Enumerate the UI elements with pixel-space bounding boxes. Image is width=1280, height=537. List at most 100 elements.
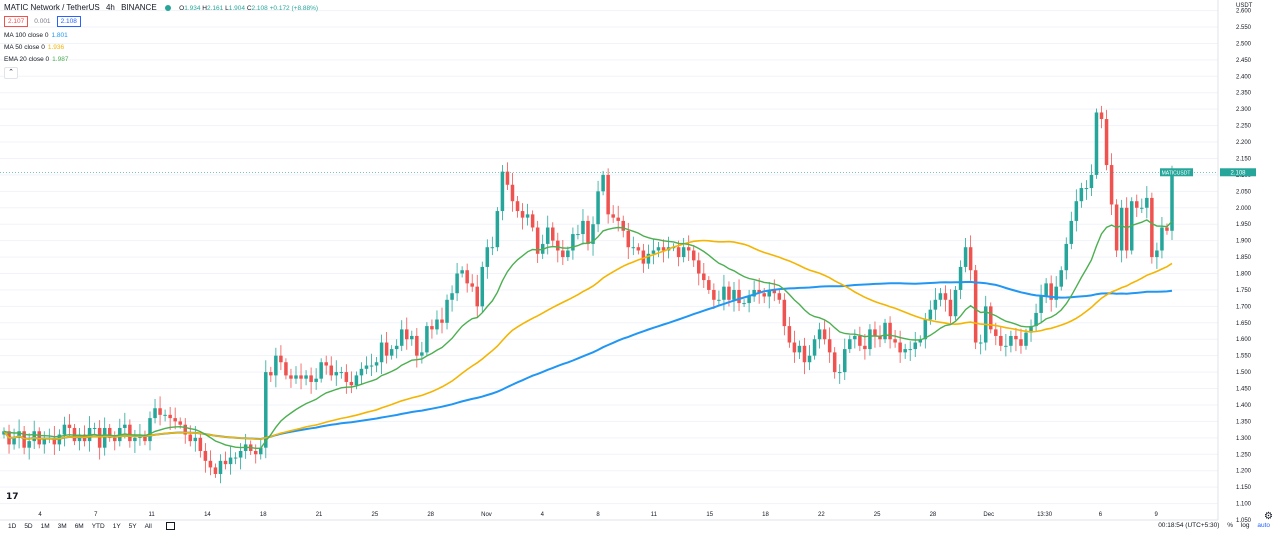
candle-body <box>415 335 419 356</box>
candle-body <box>369 365 374 367</box>
candle-body <box>646 253 651 264</box>
candle-body <box>1089 174 1094 189</box>
candle-body <box>948 299 953 317</box>
indicator-value: 1.987 <box>52 56 69 63</box>
candle-body <box>289 375 293 379</box>
y-tick-label: 2.550 <box>1236 25 1252 31</box>
auto-toggle[interactable]: auto <box>1257 522 1270 529</box>
candle-body <box>988 306 993 330</box>
range-1m[interactable]: 1M <box>40 522 50 530</box>
candle-body <box>888 322 892 340</box>
candle-body <box>812 339 817 356</box>
interval-label[interactable]: 4h <box>105 3 115 12</box>
candle-body <box>158 408 162 415</box>
indicator-ema20[interactable]: EMA 20 close 0 1.987 <box>4 56 68 63</box>
indicator-ma100[interactable]: MA 100 close 0 1.801 <box>4 32 68 39</box>
candle-body <box>112 437 117 442</box>
candle-body <box>762 293 766 297</box>
open-label: O <box>179 5 185 12</box>
candle-body <box>1084 188 1089 190</box>
candle-body <box>465 270 469 284</box>
candle-body <box>1150 197 1154 258</box>
candle-body <box>530 214 535 228</box>
candle-body <box>1170 172 1174 231</box>
candle-body <box>832 352 837 373</box>
y-tick-label: 1.900 <box>1236 239 1252 245</box>
candle-body <box>233 457 238 459</box>
ask-button[interactable]: 2.108 <box>56 16 81 27</box>
candle-body <box>576 234 580 236</box>
candle-body <box>389 349 394 356</box>
candle-body <box>742 303 746 305</box>
y-tick-label: 2.000 <box>1236 206 1252 212</box>
candle-body <box>430 326 434 330</box>
candle-body <box>601 174 605 192</box>
bid-button[interactable]: 2.107 <box>4 16 29 27</box>
y-tick-label: 2.350 <box>1236 91 1252 97</box>
range-6m[interactable]: 6M <box>74 522 84 530</box>
candle-body <box>410 335 414 340</box>
candle-body <box>440 319 444 323</box>
moving-averages <box>3 219 1173 450</box>
candle-body <box>1054 286 1058 300</box>
candle-body <box>309 375 313 382</box>
x-tick-label: 4 <box>38 512 42 518</box>
symbol-tag-box <box>1160 168 1193 177</box>
candle-body <box>334 372 339 376</box>
range-3m[interactable]: 3M <box>57 522 67 530</box>
candle-body <box>923 319 928 340</box>
candle-body <box>918 339 923 343</box>
range-5y[interactable]: 5Y <box>128 522 137 530</box>
range-1d[interactable]: 1D <box>8 522 17 530</box>
candle-body <box>681 247 686 258</box>
candle-body <box>42 437 47 445</box>
candle-body <box>1099 112 1104 120</box>
y-tick-label: 1.600 <box>1236 337 1252 343</box>
indicator-ma50[interactable]: MA 50 close 0 1.936 <box>4 44 64 51</box>
candle-body <box>274 355 278 376</box>
candle-body <box>364 365 369 369</box>
candle-body <box>203 450 208 461</box>
candle-body <box>1160 227 1164 251</box>
percent-toggle[interactable]: % <box>1227 522 1234 529</box>
ohlc-values: O1.934 H2.161 L1.904 C2.108 +0.172 (+8.8… <box>179 5 318 12</box>
log-toggle[interactable]: log <box>1240 522 1250 529</box>
candle-body <box>27 441 31 448</box>
candle-body <box>223 460 228 465</box>
high-label: H <box>202 5 207 12</box>
range-5d[interactable]: 5D <box>24 522 33 530</box>
x-tick-label: 28 <box>930 512 937 518</box>
candle-body <box>394 345 399 350</box>
candle-body <box>102 427 107 448</box>
candle-body <box>978 342 983 344</box>
range-ytd[interactable]: YTD <box>91 522 105 530</box>
candle-body <box>1134 201 1139 208</box>
candle-body <box>586 220 590 244</box>
range-1y[interactable]: 1Y <box>112 522 121 530</box>
calendar-icon[interactable] <box>165 522 175 530</box>
symbol-title[interactable]: MATIC Network / TetherUS <box>4 3 100 12</box>
range-all[interactable]: All <box>144 522 152 530</box>
candle-body <box>606 174 610 215</box>
candle-body <box>1155 250 1159 258</box>
candle-body <box>817 329 822 340</box>
candle-body <box>269 372 273 376</box>
candle-body <box>485 247 490 267</box>
candle-body <box>319 362 323 379</box>
candle-body <box>183 424 188 435</box>
candle-body <box>571 234 575 251</box>
candle-body <box>752 289 756 297</box>
candle-body <box>62 424 67 435</box>
candle-body <box>460 270 464 274</box>
exchange-label: BINANCE <box>121 3 157 12</box>
x-tick-label: 18 <box>260 512 267 518</box>
candle-body <box>72 427 77 442</box>
settings-icon[interactable]: ⚙ <box>1264 511 1273 522</box>
chevron-up-icon[interactable]: ⌃ <box>4 67 18 79</box>
candle-body <box>1019 339 1023 346</box>
candle-body <box>128 424 132 442</box>
candle-body <box>1094 112 1099 175</box>
y-tick-label: 1.500 <box>1236 370 1252 376</box>
